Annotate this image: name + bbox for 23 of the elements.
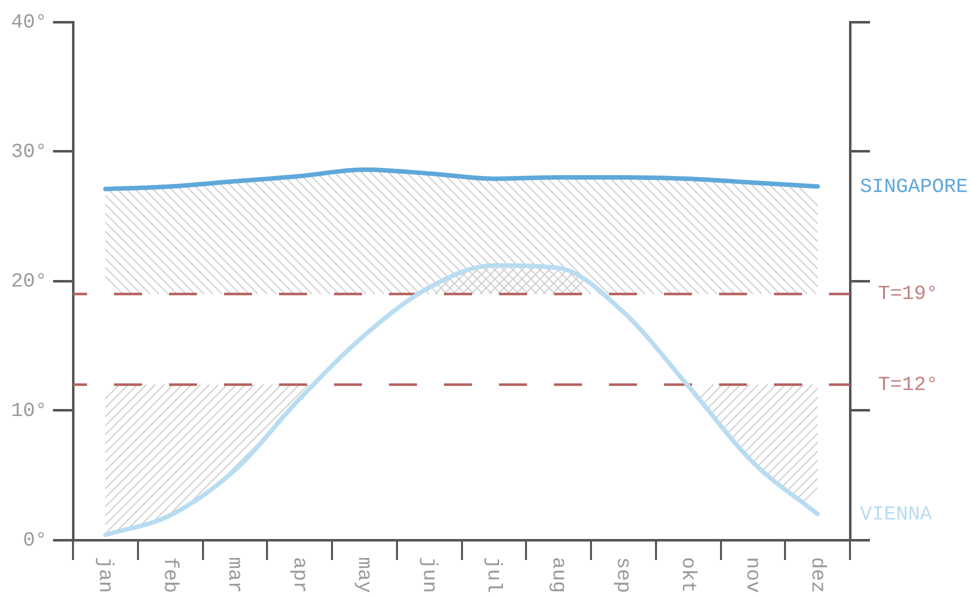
ref-line-label: T=19° bbox=[878, 283, 938, 306]
text: VIENNA bbox=[860, 503, 932, 526]
ref-line-label: T=12° bbox=[878, 374, 938, 397]
x-tick-label: feb bbox=[158, 557, 181, 594]
x-tick-label: aug bbox=[546, 557, 570, 594]
x-tick-label: jun bbox=[416, 557, 440, 594]
y-tick-label: 0° bbox=[22, 529, 47, 552]
x-tick-label: jan bbox=[93, 557, 116, 594]
y-tick-label: 10° bbox=[10, 400, 47, 423]
x-tick-label: sep bbox=[611, 557, 634, 594]
line-series bbox=[103, 167, 820, 192]
x-tick-label: jul bbox=[482, 557, 505, 594]
line-series bbox=[103, 263, 820, 538]
y-tick-label: 40° bbox=[10, 11, 47, 34]
y-tick-label: 30° bbox=[10, 140, 47, 164]
text: SINGAPORE bbox=[860, 176, 968, 199]
x-tick-label: nov bbox=[740, 557, 764, 594]
x-tick-label: okt bbox=[676, 557, 699, 594]
x-tick-label: mar bbox=[222, 557, 246, 594]
x-tick-label: may bbox=[352, 557, 376, 594]
y-tick-label: 20° bbox=[10, 270, 47, 294]
x-tick-label: dez bbox=[805, 557, 828, 594]
x-tick-label: apr bbox=[287, 557, 310, 594]
